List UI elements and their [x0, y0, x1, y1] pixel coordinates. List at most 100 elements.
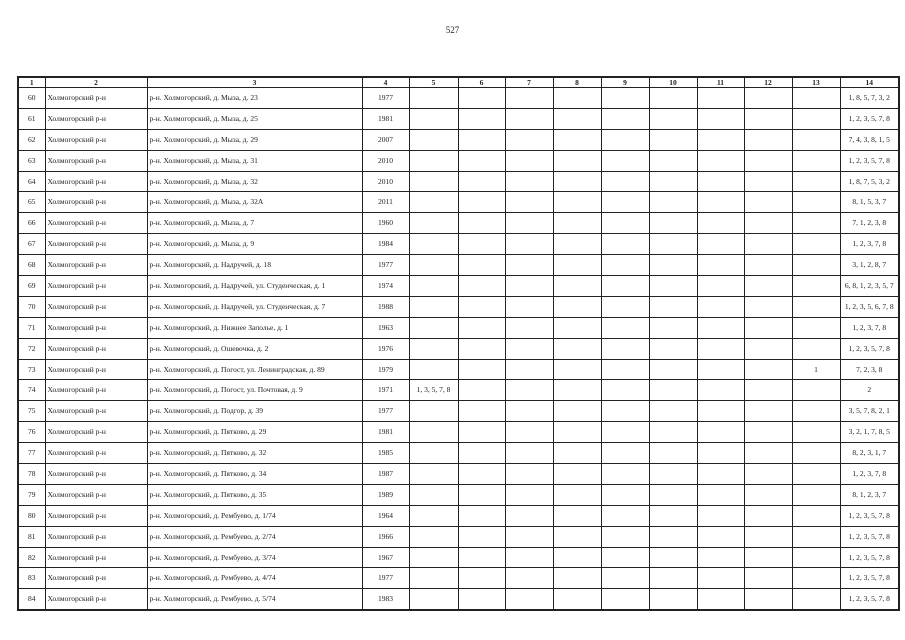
empty-cell — [600, 275, 650, 297]
table-row: 64 Холмогорский р-н р-н. Холмогорский, д. … — [17, 170, 900, 193]
empty-cell — [457, 379, 506, 402]
empty-cell — [504, 567, 554, 590]
address-cell: р-н. Холмогорский, д. Рембуево, д. 4/74 — [146, 567, 363, 590]
empty-cell — [504, 170, 554, 193]
empty-cell — [648, 295, 698, 318]
address-cell: р-н. Холмогорский, д. Погост, ул. Почтов… — [146, 379, 363, 402]
district-cell: Холмогорский р-н — [44, 337, 148, 360]
row-number: 72 — [17, 337, 46, 360]
empty-cell — [457, 191, 506, 214]
table-row: 63 Холмогорский р-н р-н. Холмогорский, д. … — [17, 149, 900, 172]
district-cell: Холмогорский р-н — [44, 191, 148, 214]
empty-cell — [600, 212, 650, 235]
row-number: 65 — [17, 191, 46, 214]
empty-cell — [648, 254, 698, 277]
empty-cell — [600, 379, 650, 402]
empty-cell — [696, 400, 745, 423]
empty-cell — [696, 295, 745, 318]
table-row: 61 Холмогорский р-н р-н. Холмогорский, д. … — [17, 107, 900, 130]
empty-cell — [457, 337, 506, 360]
col5-cell — [408, 483, 459, 506]
district-cell: Холмогорский р-н — [44, 295, 148, 318]
col5-cell — [408, 316, 459, 339]
empty-cell — [696, 107, 745, 130]
empty-cell — [600, 149, 650, 172]
district-cell: Холмогорский р-н — [44, 149, 148, 172]
empty-cell — [648, 463, 698, 485]
empty-cell — [457, 170, 506, 193]
page-number: 527 — [445, 25, 460, 35]
row-number: 63 — [17, 149, 46, 172]
col13-cell — [791, 588, 841, 611]
table-row: 72 Холмогорский р-н р-н. Холмогорский, д. … — [17, 337, 900, 360]
col5-cell — [408, 149, 459, 172]
empty-cell — [696, 170, 745, 193]
address-cell: р-н. Холмогорский, д. Надручей, ул. Студ… — [146, 275, 363, 297]
address-cell: р-н. Холмогорский, д. Нижнее Заполье, д.… — [146, 316, 363, 339]
district-cell: Холмогорский р-н — [44, 254, 148, 277]
empty-cell — [696, 316, 745, 339]
empty-cell — [600, 463, 650, 485]
address-cell: р-н. Холмогорский, д. Мыза, д. 7 — [146, 212, 363, 235]
empty-cell — [457, 400, 506, 423]
empty-cell — [600, 107, 650, 130]
table-row: 69 Холмогорский р-н р-н. Холмогорский, д. … — [17, 275, 900, 297]
column-header-4: 4 — [361, 76, 410, 88]
empty-cell — [552, 295, 602, 318]
empty-cell — [696, 191, 745, 214]
col13-cell — [791, 379, 841, 402]
col13-cell — [791, 295, 841, 318]
empty-cell — [552, 442, 602, 465]
col5-cell — [408, 463, 459, 485]
empty-cell — [696, 546, 745, 569]
col13-cell — [791, 191, 841, 214]
col13-cell — [791, 442, 841, 465]
address-cell: р-н. Холмогорский, д. Мыза, д. 9 — [146, 233, 363, 256]
col5-cell — [408, 421, 459, 444]
row-number: 80 — [17, 504, 46, 527]
empty-cell — [552, 275, 602, 297]
empty-cell — [457, 295, 506, 318]
empty-cell — [600, 337, 650, 360]
year-cell: 1974 — [361, 275, 410, 297]
district-cell: Холмогорский р-н — [44, 233, 148, 256]
empty-cell — [743, 128, 793, 151]
empty-cell — [600, 233, 650, 256]
address-cell: р-н. Холмогорский, д. Пятково, д. 32 — [146, 442, 363, 465]
col5-cell — [408, 504, 459, 527]
col14-cell: 1, 2, 3, 5, 7, 8 — [839, 337, 900, 360]
column-header-11: 11 — [696, 76, 745, 88]
col13-cell — [791, 546, 841, 569]
empty-cell — [743, 588, 793, 611]
empty-cell — [552, 337, 602, 360]
table-row: 73 Холмогорский р-н р-н. Холмогорский, д. … — [17, 358, 900, 381]
empty-cell — [648, 233, 698, 256]
empty-cell — [648, 546, 698, 569]
empty-cell — [648, 588, 698, 611]
year-cell: 1960 — [361, 212, 410, 235]
column-header-2: 2 — [44, 76, 148, 88]
row-number: 62 — [17, 128, 46, 151]
empty-cell — [648, 316, 698, 339]
row-number: 71 — [17, 316, 46, 339]
empty-cell — [648, 483, 698, 506]
row-number: 79 — [17, 483, 46, 506]
col5-cell — [408, 212, 459, 235]
col13-cell: 1 — [791, 358, 841, 381]
empty-cell — [504, 504, 554, 527]
table-row: 65 Холмогорский р-н р-н. Холмогорский, д. … — [17, 191, 900, 214]
empty-cell — [600, 295, 650, 318]
col13-cell — [791, 400, 841, 423]
empty-cell — [457, 233, 506, 256]
empty-cell — [504, 191, 554, 214]
col5-cell — [408, 525, 459, 548]
col13-cell — [791, 128, 841, 151]
col14-cell: 3, 2, 1, 7, 8, 5 — [839, 421, 900, 444]
col14-cell: 6, 8, 1, 2, 3, 5, 7 — [839, 275, 900, 297]
empty-cell — [504, 588, 554, 611]
col13-cell — [791, 483, 841, 506]
empty-cell — [648, 149, 698, 172]
empty-cell — [552, 588, 602, 611]
empty-cell — [552, 483, 602, 506]
table-row: 60 Холмогорский р-н р-н. Холмогорский, д. … — [17, 87, 900, 109]
